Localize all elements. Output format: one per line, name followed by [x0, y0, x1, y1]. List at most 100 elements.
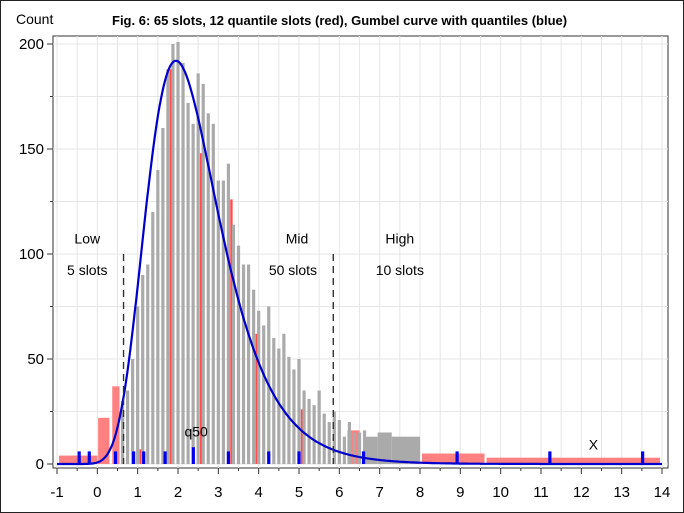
plot-area — [52, 35, 669, 469]
annotation-label: X — [589, 436, 599, 452]
x-tick-label: 2 — [174, 484, 182, 501]
quantile-mark — [226, 451, 231, 464]
slot-bar — [302, 390, 306, 464]
slot-bar — [362, 430, 367, 464]
slot-bar — [236, 245, 241, 464]
slot-bar — [196, 73, 200, 465]
slot-bar — [231, 224, 236, 464]
slot-bar — [277, 348, 281, 464]
quantile-mark — [548, 451, 552, 464]
slot-bar — [161, 128, 165, 464]
gumbel-curve — [57, 59, 662, 466]
quantile-mark — [132, 451, 136, 464]
annotations: Low 5 slots Mid 50 slots High 10 slots q50 X — [67, 231, 599, 453]
slot-bar — [297, 359, 301, 464]
annotation-label: High — [385, 231, 414, 247]
slot-bar — [332, 411, 336, 464]
slot-bar — [125, 390, 130, 464]
slot-bar — [226, 163, 231, 464]
gumbel-curve-group — [57, 59, 662, 466]
slot-bar — [257, 310, 261, 464]
slot-bar — [171, 44, 175, 464]
x-tick-label: 5 — [295, 484, 303, 501]
annotation-label: Low — [74, 231, 101, 247]
slot-bar — [292, 369, 296, 464]
quantile-slot-bar — [422, 453, 485, 464]
slot-bar — [377, 432, 392, 464]
x-tick-label: 8 — [416, 484, 424, 501]
x-tick-label: 9 — [456, 484, 464, 501]
slot-bar — [120, 401, 125, 464]
x-tick-label: -1 — [50, 484, 63, 501]
quantile-slot-bar — [486, 457, 660, 464]
y-tick-label: 150 — [19, 141, 44, 158]
quantile-mark — [87, 451, 91, 464]
quantile-slot-bar — [255, 333, 258, 464]
x-tick-label: 10 — [492, 484, 509, 501]
slot-bar — [166, 69, 170, 464]
x-tick-label: 13 — [613, 484, 630, 501]
annotation-label: 5 slots — [67, 262, 107, 278]
slot-bar — [342, 436, 346, 464]
slot-bar — [327, 422, 331, 464]
x-tick-label: 0 — [93, 484, 101, 501]
quantile-slot-bar — [199, 153, 203, 464]
y-tick-label: 0 — [36, 456, 44, 473]
x-tick-label: 14 — [654, 484, 671, 501]
x-tick-label: 1 — [133, 484, 141, 501]
x-tick-label: 7 — [375, 484, 383, 501]
quantile-mark — [142, 451, 146, 464]
quantile-slot-bar — [98, 417, 110, 464]
quantile-slot-bar — [230, 199, 233, 464]
slot-bar — [176, 41, 180, 465]
bars — [59, 41, 660, 465]
quantile-mark — [113, 451, 118, 464]
slot-bar — [357, 432, 362, 464]
grid — [52, 35, 669, 469]
slot-bar — [246, 264, 251, 464]
slot-bar — [322, 413, 326, 464]
slot-bar — [391, 436, 420, 464]
quantile-mark — [641, 451, 645, 464]
x-tick-label: 12 — [573, 484, 590, 501]
x-tick-label: 6 — [335, 484, 343, 501]
x-tick-label: 11 — [533, 484, 549, 501]
slot-bar — [201, 83, 205, 465]
slot-bar — [252, 289, 256, 464]
slot-bar — [216, 180, 220, 464]
slot-bar — [156, 170, 160, 464]
slot-bar — [337, 419, 341, 464]
slot-bar — [221, 180, 225, 464]
dividers — [122, 254, 334, 464]
y-axis-label: Count — [16, 11, 53, 27]
slot-bar — [307, 398, 311, 464]
annotation-label: 10 slots — [376, 262, 424, 278]
quantile-slot-bar — [112, 386, 120, 464]
quantile-mark — [267, 451, 271, 464]
quantile-mark — [163, 451, 167, 464]
slot-bar — [211, 123, 215, 465]
annotation-label: q50 — [184, 424, 208, 440]
quantile-mark — [191, 447, 195, 464]
slot-bar — [347, 422, 352, 464]
y-tick-label: 200 — [19, 36, 44, 53]
quantile-mark — [455, 451, 459, 464]
quantile-slot-bar — [169, 69, 173, 464]
slot-bar — [262, 325, 266, 464]
slot-bar — [241, 264, 246, 464]
slot-bar — [141, 275, 145, 464]
slot-bar — [146, 264, 150, 464]
slot-bar — [312, 405, 316, 464]
quantile-slot-bar — [300, 409, 304, 464]
slot-bar — [206, 113, 210, 465]
slot-bar — [352, 432, 357, 464]
slot-bar — [181, 62, 185, 465]
slot-bar — [287, 356, 291, 464]
slot-bar — [282, 333, 286, 464]
slot-bar — [151, 212, 155, 464]
slot-bar — [367, 440, 372, 464]
quantile-mark — [77, 451, 81, 464]
y-tick-label: 50 — [27, 351, 44, 368]
